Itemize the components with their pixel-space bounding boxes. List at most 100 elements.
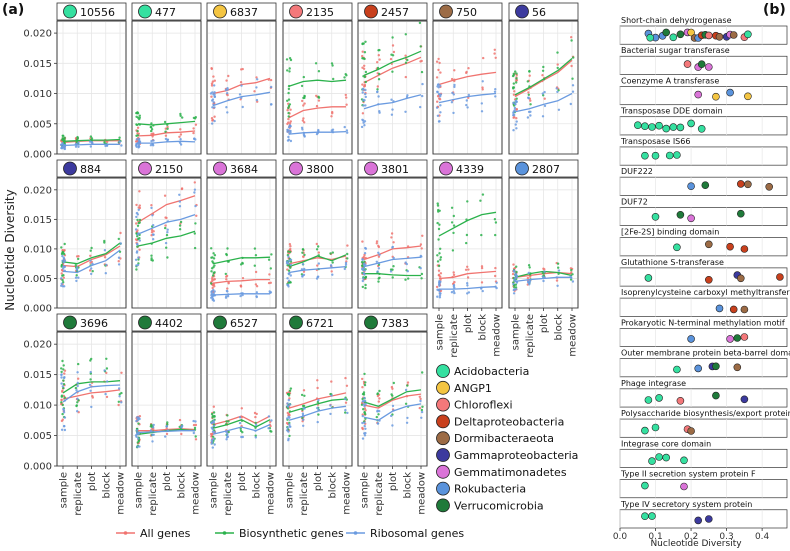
data-point	[76, 135, 79, 139]
facet-id: 4402	[155, 317, 183, 330]
domain-point	[704, 275, 713, 284]
data-point	[212, 437, 215, 441]
data-point	[106, 380, 109, 383]
data-point	[514, 70, 517, 73]
data-point	[289, 274, 292, 277]
data-point	[514, 286, 518, 289]
data-point	[364, 409, 367, 412]
data-point	[364, 80, 367, 84]
domain-point	[704, 515, 713, 523]
data-point	[178, 224, 182, 227]
data-point	[136, 134, 139, 137]
data-point	[436, 254, 439, 257]
data-point	[420, 70, 424, 74]
data-point	[62, 424, 66, 428]
data-point	[89, 259, 92, 262]
data-point	[437, 57, 440, 61]
data-point	[178, 193, 181, 196]
data-point	[378, 72, 381, 76]
domain-point	[651, 423, 660, 432]
facet-id: 750	[456, 6, 477, 19]
data-point	[287, 398, 290, 402]
data-point	[391, 54, 395, 57]
data-point	[76, 381, 80, 385]
data-point	[212, 101, 215, 104]
data-point	[301, 412, 305, 415]
data-point	[346, 411, 349, 415]
data-point	[288, 389, 292, 392]
data-point	[450, 291, 454, 294]
data-point	[60, 401, 63, 404]
data-point	[212, 411, 216, 414]
data-point	[194, 123, 198, 126]
domain-row: Coenzyme A transferase	[619, 76, 788, 106]
data-point	[439, 256, 443, 259]
data-point	[267, 415, 271, 418]
data-point	[289, 58, 293, 62]
data-point	[439, 272, 443, 275]
facet-border	[357, 20, 428, 155]
data-point	[556, 66, 559, 70]
data-point	[316, 275, 319, 279]
data-point	[152, 132, 155, 135]
data-point	[60, 398, 63, 402]
data-point	[213, 290, 216, 293]
domain-point	[687, 214, 695, 223]
series-line-all	[212, 415, 271, 426]
data-point	[105, 395, 109, 399]
data-point	[494, 56, 497, 59]
facet-10556: 10556 0.000 0.005 0.010 0.015 0.020	[23, 2, 127, 161]
data-point	[152, 426, 155, 429]
data-point	[289, 266, 292, 269]
data-point	[511, 74, 515, 78]
domain-label: Short-chain dehydrogenase	[621, 16, 732, 25]
x-tick-label: replicate	[223, 472, 234, 516]
facet-3696: 3696 0.000 0.005 0.010 0.015 0.020 sample repli…	[23, 313, 127, 516]
data-point	[117, 260, 120, 263]
y-tick-label: 0.015	[23, 59, 52, 70]
data-point	[164, 134, 168, 137]
data-point	[62, 267, 65, 270]
data-point	[571, 280, 575, 283]
data-point	[438, 97, 441, 100]
data-point	[226, 295, 230, 298]
data-point	[164, 130, 167, 133]
domain-point	[651, 151, 660, 160]
series-line-all	[288, 106, 346, 119]
data-point	[210, 442, 213, 445]
data-point	[255, 76, 258, 79]
data-point	[529, 99, 532, 102]
data-point	[377, 54, 380, 57]
data-point	[62, 281, 65, 284]
legend-marker-icon	[436, 414, 450, 429]
data-point	[375, 240, 379, 243]
facet-56: 56	[508, 2, 579, 155]
x-tick-label: sample	[209, 472, 220, 508]
data-point	[360, 125, 364, 129]
series-line-ribo	[138, 140, 196, 144]
x-tick-label: replicate	[148, 472, 159, 516]
data-point	[421, 94, 424, 98]
x-tick-label: meadow	[342, 472, 353, 515]
facet-4402: 4402 sample replicate plot block meadow	[131, 313, 202, 516]
data-point	[152, 230, 155, 233]
domain-point	[687, 182, 695, 190]
data-point	[89, 370, 92, 374]
series-line-bio	[62, 380, 121, 394]
domain-panel: Short-chain dehydrogenase Bacterial sugar…	[613, 16, 790, 542]
data-point	[135, 215, 138, 219]
data-point	[570, 64, 573, 68]
data-point	[300, 393, 304, 397]
data-point	[378, 110, 381, 113]
data-point	[317, 413, 320, 416]
data-point	[212, 405, 215, 408]
data-point	[193, 117, 197, 120]
data-point	[377, 413, 380, 416]
data-point	[467, 67, 470, 70]
data-point	[420, 416, 423, 419]
legend-label: Verrucomicrobia	[454, 499, 544, 512]
data-point	[211, 260, 214, 263]
data-point	[210, 247, 213, 250]
data-point	[364, 88, 367, 92]
facet-477: 477	[131, 2, 202, 155]
